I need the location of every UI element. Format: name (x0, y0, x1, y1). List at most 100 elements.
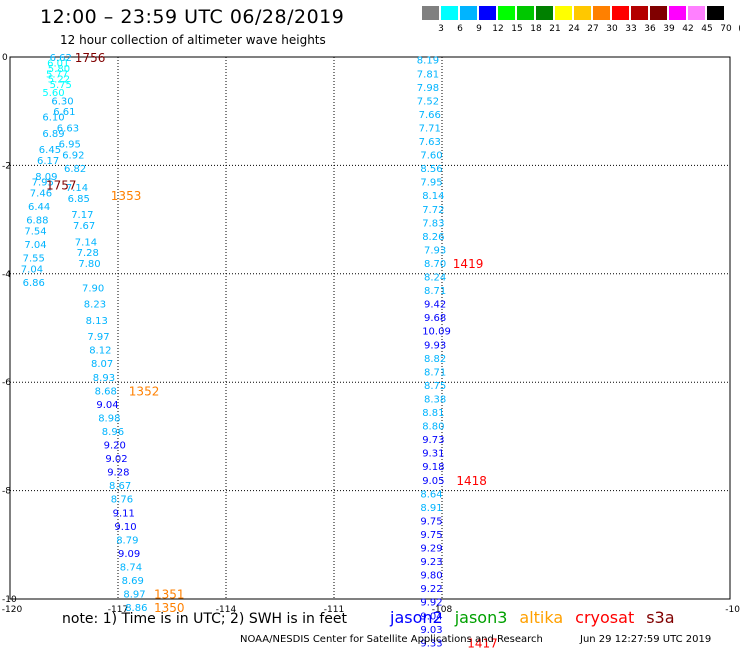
wave-height-reading: 5.77 (46, 69, 68, 80)
wave-height-reading: 6.01 (47, 58, 69, 69)
wave-height-reading: 7.71 (419, 123, 441, 134)
wave-height-reading: 8.76 (111, 495, 133, 506)
wave-height-reading: 6.30 (51, 96, 73, 107)
wave-height-reading: 6.95 (59, 140, 81, 151)
y-tick-label: -2 (2, 161, 11, 171)
scale-label: 6 (457, 24, 463, 34)
x-tick-label: -117 (108, 605, 128, 615)
wave-height-reading: 8.86 (125, 603, 147, 614)
wave-height-reading: 5.22 (48, 75, 70, 86)
scale-swatch (707, 6, 724, 20)
wave-height-reading: 8.12 (89, 346, 111, 357)
page-subtitle: 12 hour collection of altimeter wave hei… (60, 33, 326, 47)
y-tick-label: -4 (2, 270, 11, 280)
scale-swatch (422, 6, 439, 20)
scale-label: 15 (511, 24, 523, 34)
wave-height-reading: 9.23 (420, 557, 442, 568)
wave-height-reading: 7.04 (21, 264, 43, 275)
pass-time-label: 1756 (75, 51, 106, 65)
units-note: note: 1) Time is in UTC; 2) SWH is in fe… (62, 611, 348, 627)
wave-height-reading: 6.86 (23, 278, 45, 289)
wave-height-reading: 7.81 (417, 69, 439, 80)
wave-height-reading: 9.04 (420, 611, 442, 622)
legend-item-jason2: jason2 (390, 608, 443, 627)
wave-height-reading: 7.28 (77, 248, 99, 259)
pass-time-label: 1351 (154, 588, 185, 602)
wave-height-reading: 8.75 (424, 381, 446, 392)
wave-height-reading: 8.70 (424, 259, 446, 270)
wave-height-reading: 7.14 (75, 237, 97, 248)
scale-label: 36 (644, 24, 656, 34)
wave-height-reading: 6.10 (42, 113, 64, 124)
wave-height-reading: 8.80 (422, 422, 444, 433)
wave-height-reading: 9.11 (113, 508, 135, 519)
wave-height-reading: 8.24 (424, 273, 446, 284)
wave-height-reading: 9.04 (96, 400, 118, 411)
pass-time-label: 1352 (129, 384, 160, 398)
wave-height-reading: 7.60 (420, 151, 442, 162)
wave-height-reading: 8.93 (93, 373, 115, 384)
wave-height-reading: 9.73 (422, 435, 444, 446)
y-tick-label: -10 (2, 595, 17, 605)
wave-height-reading: 5.60 (42, 88, 64, 99)
scale-swatch (612, 6, 629, 20)
wave-height-reading: 8.91 (420, 503, 442, 514)
wave-height-reading: 7.63 (419, 137, 441, 148)
satellite-legend: jason2 jason3 altika cryosat s3a (390, 608, 687, 627)
pass-time-label: 1417 (467, 636, 498, 650)
scale-label: 33 (625, 24, 637, 34)
wave-height-reading: 6.82 (64, 164, 86, 175)
wave-height-reading: 8.81 (422, 408, 444, 419)
x-tick-label: -10 (725, 605, 740, 615)
wave-height-reading: 6.45 (39, 145, 61, 156)
scale-swatch (593, 6, 610, 20)
wave-height-reading: 7.72 (422, 205, 444, 216)
wave-height-reading: 9.09 (118, 549, 140, 560)
wave-height-reading: 9.20 (104, 441, 126, 452)
wave-height-reading: 7.04 (24, 240, 46, 251)
wave-height-reading: 8.97 (123, 590, 145, 601)
map-frame (9, 56, 731, 600)
scale-label: 9 (476, 24, 482, 34)
wave-height-reading: 10.09 (422, 327, 451, 338)
wave-height-reading: 8.69 (122, 576, 144, 587)
wave-height-reading: 8.98 (98, 413, 120, 424)
legend-item-jason3: jason3 (454, 608, 508, 627)
wave-height-reading: 9.75 (420, 530, 442, 541)
wave-height-reading: 8.96 (102, 427, 124, 438)
wave-height-reading: 8.79 (116, 535, 138, 546)
generated-timestamp: Jun 29 12:27:59 UTC 2019 (580, 634, 712, 645)
pass-time-label: 1353 (111, 189, 142, 203)
wave-height-reading: 7.17 (71, 210, 93, 221)
wave-height-reading: 8.23 (84, 300, 106, 311)
scale-swatch (555, 6, 572, 20)
credit-text: NOAA/NESDIS Center for Satellite Applica… (240, 634, 543, 645)
wave-height-reading: 6.85 (68, 194, 90, 205)
wave-height-reading: 9.75 (420, 516, 442, 527)
x-tick-label: -108 (432, 605, 453, 615)
wave-height-reading: 6.92 (62, 151, 84, 162)
scale-swatch (517, 6, 534, 20)
wave-height-reading: 6.89 (42, 129, 64, 140)
legend-item-altika: altika (519, 608, 564, 627)
wave-height-reading: 9.93 (424, 340, 446, 351)
wave-height-reading: 9.02 (105, 454, 127, 465)
wave-height-reading: 5.80 (48, 64, 70, 75)
y-tick-label: -8 (2, 487, 11, 497)
wave-height-reading: 8.19 (417, 56, 439, 67)
wave-height-reading: 7.46 (30, 189, 52, 200)
wave-height-reading: 8.38 (424, 394, 446, 405)
wave-height-reading: 5.75 (50, 80, 72, 91)
wave-height-reading: 9.05 (422, 476, 444, 487)
pass-time-label: 1418 (456, 474, 487, 488)
wave-height-reading: 7.52 (417, 96, 439, 107)
wave-height-reading: 8.67 (109, 481, 131, 492)
wave-height-reading: 9.22 (420, 584, 442, 595)
scale-label: 3 (438, 24, 444, 34)
x-tick-label: -111 (324, 605, 344, 615)
scale-swatch (498, 6, 515, 20)
wave-height-reading: 7.97 (87, 332, 109, 343)
wave-height-reading: 8.71 (424, 367, 446, 378)
wave-height-reading: 8.82 (424, 354, 446, 365)
scale-label: 21 (549, 24, 561, 34)
